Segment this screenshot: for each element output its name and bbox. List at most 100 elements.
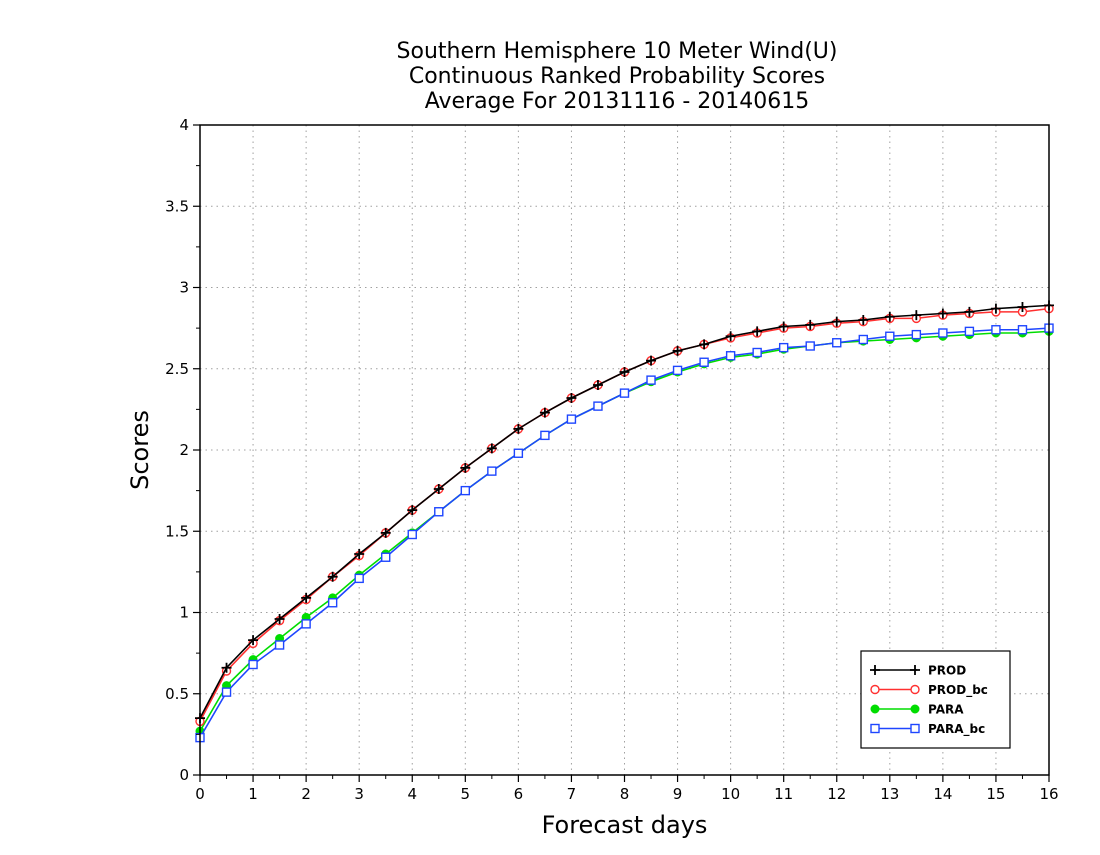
x-tick-label: 2 bbox=[301, 785, 311, 803]
y-tick-label: 2 bbox=[179, 441, 189, 459]
legend-marker bbox=[870, 704, 880, 714]
legend-marker bbox=[910, 665, 920, 675]
y-tick-label: 0.5 bbox=[165, 685, 189, 703]
data-point bbox=[248, 659, 258, 670]
data-point bbox=[858, 315, 869, 325]
chart-title-line: Continuous Ranked Probability Scores bbox=[409, 64, 825, 89]
data-point bbox=[487, 466, 497, 476]
data-point bbox=[938, 328, 948, 338]
x-tick-label: 4 bbox=[407, 785, 417, 803]
data-point bbox=[566, 414, 577, 424]
legend: PROD PROD_bc PARA PARA_bc bbox=[860, 650, 1011, 749]
series-prod bbox=[195, 300, 1054, 724]
legend-entry: PARA bbox=[870, 703, 964, 717]
data-point bbox=[937, 308, 948, 319]
data-point bbox=[646, 355, 657, 366]
data-point bbox=[354, 573, 364, 584]
legend-box bbox=[860, 650, 1011, 749]
data-point bbox=[221, 662, 232, 673]
data-point bbox=[725, 331, 736, 342]
data-point bbox=[778, 321, 789, 332]
legend-marker bbox=[910, 723, 920, 734]
x-tick-label: 13 bbox=[880, 785, 899, 803]
y-tick-label: 0 bbox=[179, 766, 189, 784]
data-point bbox=[592, 380, 603, 390]
data-point bbox=[1017, 325, 1028, 335]
legend-marker bbox=[910, 704, 920, 714]
x-tick-label: 6 bbox=[514, 785, 524, 803]
data-point bbox=[274, 614, 285, 624]
y-tick-label: 1.5 bbox=[165, 522, 189, 540]
data-point bbox=[831, 316, 842, 327]
data-point bbox=[301, 619, 311, 629]
data-point bbox=[619, 367, 630, 377]
legend-marker bbox=[870, 723, 880, 734]
x-tick-label: 3 bbox=[354, 785, 364, 803]
legend-label: PARA_bc bbox=[928, 722, 985, 737]
data-point bbox=[539, 407, 550, 418]
chart-title: Southern Hemisphere 10 Meter Wind(U)Cont… bbox=[397, 39, 838, 114]
data-point bbox=[301, 592, 312, 603]
x-tick-label: 11 bbox=[774, 785, 793, 803]
data-point bbox=[274, 640, 285, 650]
x-axis-label: Forecast days bbox=[542, 811, 708, 839]
data-point bbox=[752, 347, 762, 358]
legend-label: PROD bbox=[928, 664, 966, 678]
x-tick-label: 0 bbox=[195, 785, 205, 803]
legend-marker bbox=[910, 684, 920, 695]
chart-title-line: Average For 20131116 - 20140615 bbox=[425, 89, 810, 114]
data-point bbox=[885, 331, 895, 341]
data-point bbox=[964, 326, 975, 337]
data-point bbox=[858, 334, 868, 345]
series-layer bbox=[195, 300, 1054, 743]
data-point bbox=[964, 306, 975, 317]
data-point bbox=[486, 443, 497, 454]
data-point bbox=[699, 339, 710, 350]
y-tick-label: 3.5 bbox=[165, 197, 189, 215]
x-tick-label: 14 bbox=[933, 785, 952, 803]
data-point bbox=[540, 430, 550, 441]
x-tick-label: 15 bbox=[986, 785, 1005, 803]
y-axis-label: Scores bbox=[126, 410, 154, 490]
data-point bbox=[407, 529, 417, 540]
legend-entry: PROD bbox=[870, 664, 966, 678]
data-point bbox=[805, 341, 815, 351]
data-point bbox=[911, 310, 922, 321]
x-tick-label: 8 bbox=[620, 785, 630, 803]
x-axis: 0 1 2 3 4 5 6 7 8 9 10 11 12 13 14 15 16 bbox=[195, 775, 1059, 803]
x-tick-label: 10 bbox=[721, 785, 740, 803]
y-tick-label: 3 bbox=[179, 279, 189, 297]
data-point bbox=[911, 329, 922, 340]
x-tick-label: 16 bbox=[1039, 785, 1058, 803]
legend-entry: PROD_bc bbox=[870, 683, 988, 698]
data-point bbox=[752, 326, 763, 337]
data-point bbox=[832, 338, 842, 348]
x-tick-label: 7 bbox=[567, 785, 577, 803]
data-point bbox=[1017, 302, 1028, 312]
legend-entry: PARA_bc bbox=[870, 722, 985, 737]
x-tick-label: 1 bbox=[248, 785, 258, 803]
data-point bbox=[354, 549, 365, 559]
data-point bbox=[433, 484, 444, 494]
data-point bbox=[513, 423, 524, 434]
legend-label: PARA bbox=[928, 703, 964, 717]
data-point bbox=[725, 351, 736, 361]
data-point bbox=[990, 303, 1001, 314]
data-point bbox=[380, 527, 391, 538]
series-para-bc bbox=[195, 323, 1054, 743]
x-tick-label: 12 bbox=[827, 785, 846, 803]
legend-marker bbox=[870, 665, 880, 675]
data-point bbox=[991, 325, 1001, 335]
x-tick-label: 9 bbox=[673, 785, 683, 803]
data-point bbox=[327, 571, 338, 582]
y-tick-label: 1 bbox=[179, 604, 189, 622]
data-point bbox=[778, 342, 789, 353]
data-point bbox=[699, 357, 709, 367]
data-point bbox=[221, 687, 232, 697]
data-point bbox=[460, 485, 471, 496]
data-point bbox=[248, 635, 259, 646]
data-point bbox=[672, 345, 683, 356]
y-axis: 0 0.5 1 1.5 2 2.5 3 3.5 4 bbox=[165, 116, 200, 784]
